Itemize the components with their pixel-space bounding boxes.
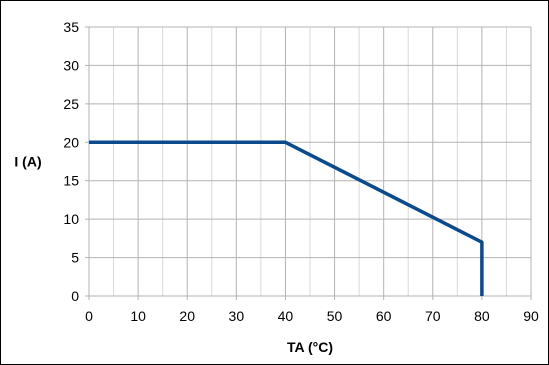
y-tick-label: 20 — [63, 134, 79, 150]
y-tick-label: 10 — [63, 211, 79, 227]
y-tick-label: 15 — [63, 173, 79, 189]
grid-lines — [88, 26, 532, 297]
x-tick-labels: 0 10 20 30 40 50 60 70 80 90 — [85, 308, 539, 324]
y-tick-label: 25 — [63, 96, 79, 112]
x-axis-title: TA (°C) — [287, 339, 333, 355]
x-tick-label: 60 — [376, 308, 392, 324]
x-tick-label: 40 — [278, 308, 294, 324]
axes — [85, 26, 532, 300]
y-axis-title: I (A) — [14, 154, 41, 170]
y-tick-label: 5 — [71, 250, 79, 266]
x-tick-label: 70 — [425, 308, 441, 324]
series-group — [89, 140, 484, 296]
x-tick-label: 90 — [523, 308, 539, 324]
x-tick-label: 30 — [229, 308, 245, 324]
x-tick-label: 10 — [130, 308, 146, 324]
y-tick-labels: 0 5 10 15 20 25 30 35 — [63, 19, 79, 304]
y-tick-label: 0 — [71, 288, 79, 304]
series-line — [89, 140, 484, 296]
x-tick-label: 0 — [85, 308, 93, 324]
y-tick-label: 35 — [63, 19, 79, 35]
x-tick-label: 50 — [327, 308, 343, 324]
y-tick-label: 30 — [63, 57, 79, 73]
x-tick-label: 20 — [179, 308, 195, 324]
x-tick-label: 80 — [474, 308, 490, 324]
